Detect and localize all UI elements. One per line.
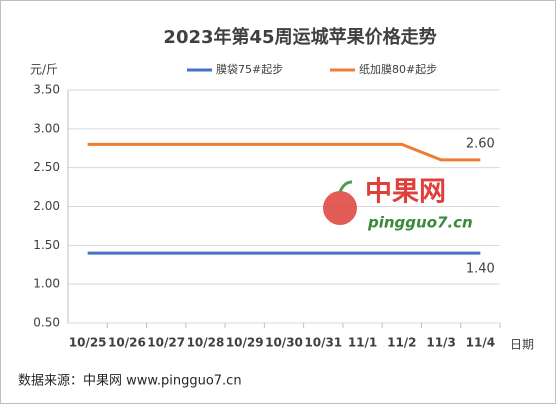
y-tick-label: 1.50 xyxy=(33,238,60,252)
legend-label: 纸加膜80#起步 xyxy=(359,63,437,76)
x-tick-label: 11/3 xyxy=(426,336,455,350)
x-tick-label: 10/30 xyxy=(265,336,303,350)
y-tick-label: 0.50 xyxy=(33,316,60,330)
x-axis-label: 日期 xyxy=(510,338,534,352)
x-tick-label: 10/27 xyxy=(147,336,185,350)
x-tick-label: 10/31 xyxy=(304,336,342,350)
watermark: pingguo7.cn xyxy=(367,214,473,232)
watermark-logo xyxy=(323,180,357,225)
y-tick-label: 3.50 xyxy=(33,83,60,97)
x-tick-label: 10/25 xyxy=(69,336,107,350)
watermark: 中果网 xyxy=(365,177,446,208)
y-axis-label: 元/斤 xyxy=(30,63,58,77)
data-label: 1.40 xyxy=(466,262,495,277)
x-tick-label: 10/28 xyxy=(187,336,225,350)
x-tick-label: 10/29 xyxy=(226,336,264,350)
x-tick-label: 11/2 xyxy=(387,336,416,350)
data-label: 2.60 xyxy=(466,136,495,151)
x-tick-label: 11/1 xyxy=(348,336,377,350)
chart-title: 2023年第45周运城苹果价格走势 xyxy=(163,26,436,48)
y-tick-label: 1.00 xyxy=(33,277,60,291)
y-tick-label: 2.00 xyxy=(33,199,60,213)
x-tick-label: 11/4 xyxy=(466,336,495,350)
source: 数据来源：中果网 www.pingguo7.cn xyxy=(18,374,242,389)
y-tick-label: 3.00 xyxy=(33,121,60,135)
series-line xyxy=(87,142,481,162)
legend-label: 膜袋75#起步 xyxy=(216,62,283,76)
x-tick-label: 10/26 xyxy=(108,336,146,350)
y-tick-label: 2.50 xyxy=(33,160,60,174)
